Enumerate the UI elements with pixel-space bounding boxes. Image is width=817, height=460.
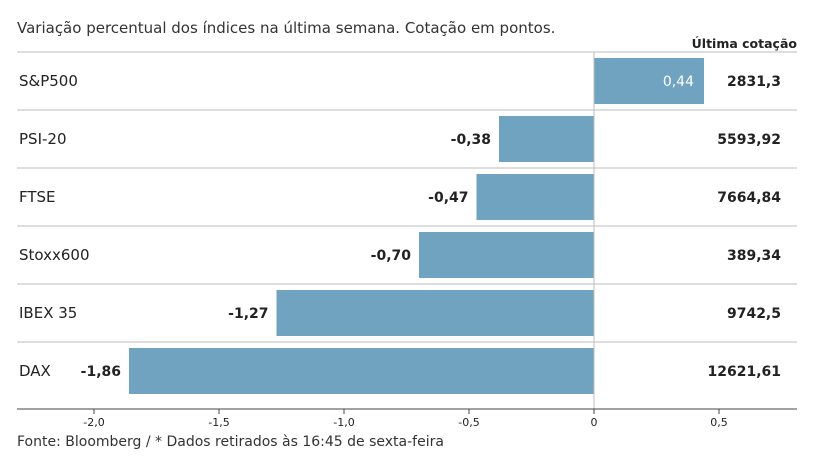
category-label: IBEX 35 [19, 304, 77, 322]
x-tick-label: -0,5 [458, 416, 479, 429]
value-label: -0,38 [451, 132, 491, 148]
x-tick-label: -1,0 [333, 416, 354, 429]
value-label: -1,86 [81, 364, 121, 380]
bar [594, 58, 704, 104]
bar [276, 290, 594, 336]
value-label: -1,27 [228, 306, 268, 322]
last-quote-value: 5593,92 [717, 132, 781, 148]
last-quote-column-header: Última cotação [691, 36, 797, 51]
value-label: -0,70 [371, 248, 412, 264]
category-label: PSI-20 [19, 130, 67, 148]
bar [419, 232, 594, 278]
last-quote-value: 389,34 [727, 248, 781, 264]
x-tick-label: -1,5 [208, 416, 229, 429]
source-note: Fonte: Bloomberg / * Dados retirados às … [17, 434, 444, 450]
category-label: FTSE [19, 188, 56, 206]
value-label: 0,44 [663, 74, 694, 90]
value-label: -0,47 [428, 190, 468, 206]
category-label: DAX [19, 362, 51, 380]
last-quote-value: 9742,5 [727, 306, 781, 322]
last-quote-value: 7664,84 [717, 190, 781, 206]
x-tick-label: 0 [591, 416, 598, 429]
x-tick-label: -2,0 [83, 416, 104, 429]
last-quote-value: 12621,61 [707, 364, 781, 380]
chart-subtitle: Variação percentual dos índices na últim… [17, 19, 556, 37]
bar [129, 348, 594, 394]
bar [499, 116, 594, 162]
category-label: Stoxx600 [19, 246, 90, 264]
bar [476, 174, 594, 220]
last-quote-value: 2831,3 [727, 74, 781, 90]
x-tick-label: 0,5 [710, 416, 728, 429]
category-label: S&P500 [19, 72, 78, 90]
